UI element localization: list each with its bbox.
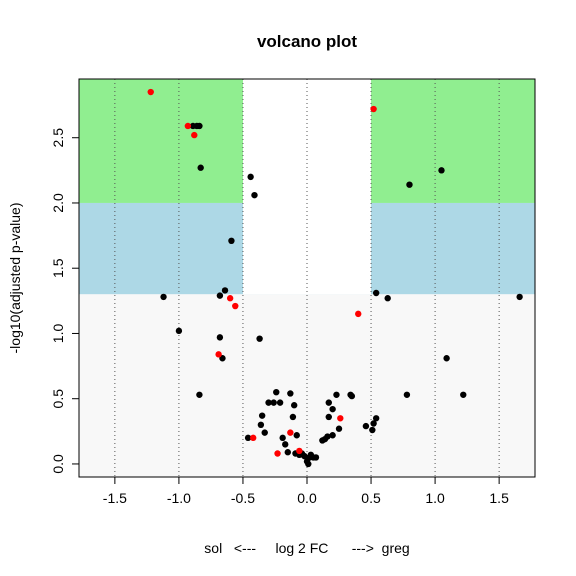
point-5 bbox=[251, 191, 258, 199]
point-2 bbox=[196, 122, 203, 130]
highlight-point-6 bbox=[355, 310, 362, 318]
point-17 bbox=[516, 293, 523, 301]
highlight-point-11 bbox=[287, 429, 294, 436]
point-14 bbox=[196, 391, 203, 398]
point-61 bbox=[370, 420, 377, 427]
point-31 bbox=[279, 434, 286, 442]
y-tick-label-2: 1.0 bbox=[50, 324, 66, 344]
point-62 bbox=[372, 415, 380, 422]
point-33 bbox=[284, 449, 291, 456]
x-tick-label-4: 0.5 bbox=[361, 490, 381, 506]
point-38 bbox=[293, 432, 300, 439]
point-27 bbox=[265, 399, 272, 406]
y-axis-label: -log10(adjusted p-value) bbox=[7, 203, 23, 354]
point-35 bbox=[289, 413, 297, 421]
fold-change-band bbox=[242, 79, 372, 295]
point-32 bbox=[282, 441, 289, 448]
chart-title: volcano plot bbox=[257, 32, 357, 51]
x-tick-label-6: 1.5 bbox=[489, 490, 509, 506]
point-58 bbox=[348, 392, 356, 400]
point-60 bbox=[369, 426, 376, 434]
point-26 bbox=[261, 429, 268, 436]
highlight-point-3 bbox=[370, 105, 377, 113]
point-43 bbox=[305, 460, 312, 468]
point-4 bbox=[247, 173, 254, 181]
point-20 bbox=[443, 355, 450, 362]
point-16 bbox=[438, 167, 445, 174]
point-8 bbox=[216, 292, 224, 299]
point-53 bbox=[329, 405, 336, 413]
y-tick-label-3: 1.5 bbox=[50, 258, 66, 278]
y-tick-label-4: 2.0 bbox=[50, 193, 66, 213]
point-52 bbox=[325, 413, 332, 421]
highlight-point-4 bbox=[226, 295, 234, 302]
point-9 bbox=[221, 287, 229, 294]
highlight-point-9 bbox=[250, 434, 257, 442]
point-47 bbox=[312, 454, 320, 461]
point-54 bbox=[329, 432, 336, 439]
point-59 bbox=[362, 422, 370, 430]
point-41 bbox=[301, 452, 308, 460]
y-tick-label-5: 2.5 bbox=[50, 128, 66, 148]
point-51 bbox=[325, 399, 332, 406]
threshold-regions bbox=[79, 79, 535, 477]
point-23 bbox=[244, 434, 252, 442]
highlight-point-0 bbox=[147, 88, 154, 96]
point-36 bbox=[290, 402, 298, 409]
y-tick-label-0: 0.0 bbox=[50, 454, 66, 474]
x-tick-label-5: 1.0 bbox=[425, 490, 445, 506]
highlight-point-5 bbox=[232, 302, 239, 310]
point-21 bbox=[460, 391, 467, 398]
region-band-2 bbox=[79, 294, 535, 477]
y-tick-label-1: 0.5 bbox=[50, 389, 66, 409]
x-tick-label-2: -0.5 bbox=[231, 490, 255, 506]
highlight-point-1 bbox=[184, 122, 192, 130]
highlight-point-7 bbox=[215, 351, 222, 358]
data-points bbox=[147, 88, 523, 468]
point-30 bbox=[276, 399, 284, 406]
x-tick-label-0: -1.5 bbox=[103, 490, 127, 506]
point-3 bbox=[197, 164, 204, 171]
point-10 bbox=[175, 327, 183, 335]
x-tick-label-1: -1.0 bbox=[167, 490, 191, 506]
point-19 bbox=[384, 295, 391, 302]
x-axis-label: sol <--- log 2 FC ---> greg bbox=[204, 540, 409, 556]
point-55 bbox=[333, 391, 340, 398]
point-29 bbox=[273, 388, 280, 396]
point-22 bbox=[403, 391, 411, 398]
point-15 bbox=[406, 181, 413, 188]
point-7 bbox=[160, 293, 167, 301]
point-56 bbox=[335, 425, 343, 432]
point-18 bbox=[372, 289, 380, 297]
x-axis: -1.5 -1.0 -0.5 0.0 0.5 1.0 1.5 bbox=[103, 476, 509, 506]
point-11 bbox=[216, 334, 224, 341]
point-12 bbox=[219, 355, 226, 362]
highlight-point-8 bbox=[337, 415, 344, 422]
point-50 bbox=[324, 433, 331, 440]
point-34 bbox=[287, 390, 294, 397]
point-28 bbox=[270, 399, 277, 406]
highlight-point-12 bbox=[296, 447, 303, 455]
point-25 bbox=[258, 412, 266, 419]
point-24 bbox=[257, 421, 265, 429]
point-13 bbox=[256, 335, 263, 342]
x-tick-label-3: 0.0 bbox=[297, 490, 317, 506]
highlight-point-2 bbox=[191, 131, 198, 139]
highlight-point-10 bbox=[274, 450, 281, 457]
y-axis: 0.0 0.5 1.0 1.5 2.0 2.5 bbox=[50, 128, 80, 474]
point-6 bbox=[228, 237, 235, 245]
